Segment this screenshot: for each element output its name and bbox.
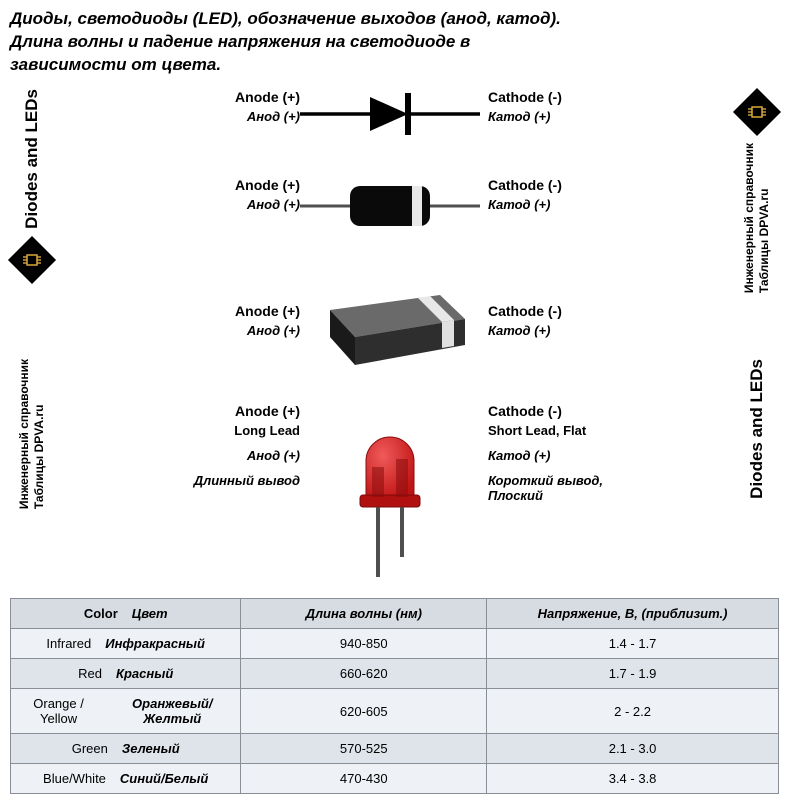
cell-wavelength: 470-430: [241, 764, 487, 794]
sidebar-small-text: Инженерный справочникТаблицы DPVA.ru: [742, 143, 772, 293]
led-color-table: Color Цвет Длина волны (нм) Напряжение, …: [10, 598, 779, 794]
cathode-label-en: Cathode (-): [488, 303, 562, 319]
sidebar-right-lower: Diodes and LEDs: [733, 359, 781, 499]
sidebar-left-lower: Инженерный справочникТаблицы DPVA.ru: [8, 359, 56, 509]
led-symbol: [300, 397, 480, 577]
cathode-label-en: Cathode (-): [488, 177, 562, 193]
sidebar-right-upper: Инженерный справочникТаблицы DPVA.ru: [733, 89, 781, 293]
anode-label-en: Anode (+): [235, 403, 300, 419]
chip-badge-icon: [733, 88, 781, 136]
th-color: Color Цвет: [11, 599, 241, 629]
diode-smd-row: Anode (+) Анод (+) Cathode (-) Катод (+): [120, 275, 680, 375]
cell-color: RedКрасный: [11, 659, 241, 689]
cell-voltage: 2.1 - 3.0: [487, 734, 779, 764]
short-lead-en: Short Lead, Flat: [488, 423, 586, 438]
chip-badge-icon: [8, 236, 56, 284]
table-row: InfraredИнфракрасный940-8501.4 - 1.7: [11, 629, 779, 659]
table-row: Orange / YellowОранжевый/Желтый620-6052 …: [11, 689, 779, 734]
cathode-label-ru: Катод (+): [488, 448, 550, 463]
cell-voltage: 3.4 - 3.8: [487, 764, 779, 794]
anode-label-en: Anode (+): [235, 303, 300, 319]
led-row: Anode (+) Long Lead Анод (+) Длинный выв…: [120, 397, 680, 577]
cell-voltage: 1.7 - 1.9: [487, 659, 779, 689]
cathode-label-ru: Катод (+): [488, 323, 550, 338]
cathode-label-ru: Катод (+): [488, 109, 550, 124]
diode-schematic-row: Anode (+) Анод (+) Cathode (-) Катод (+): [120, 89, 680, 139]
cell-color: Blue/WhiteСиний/Белый: [11, 764, 241, 794]
long-lead-en: Long Lead: [234, 423, 300, 438]
cathode-label-en: Cathode (-): [488, 403, 562, 419]
diagram-area: Diodes and LEDs Инженерный справочникТаб…: [10, 89, 779, 599]
diode-schematic-symbol: [300, 89, 480, 139]
cell-voltage: 1.4 - 1.7: [487, 629, 779, 659]
diode-axial-symbol: [300, 177, 480, 235]
cell-wavelength: 570-525: [241, 734, 487, 764]
table-row: RedКрасный660-6201.7 - 1.9: [11, 659, 779, 689]
anode-label-ru: Анод (+): [247, 448, 300, 463]
diode-axial-row: Anode (+) Анод (+) Cathode (-) Катод (+): [120, 177, 680, 235]
cell-color: GreenЗеленый: [11, 734, 241, 764]
title-line: Длина волны и падение напряжения на свет…: [10, 32, 470, 51]
table-row: GreenЗеленый570-5252.1 - 3.0: [11, 734, 779, 764]
cell-wavelength: 620-605: [241, 689, 487, 734]
title-line: зависимости от цвета.: [10, 55, 221, 74]
sidebar-big-text: Diodes and LEDs: [747, 359, 767, 499]
diode-smd-symbol: [300, 275, 480, 375]
cell-color: Orange / YellowОранжевый/Желтый: [11, 689, 241, 734]
cell-wavelength: 660-620: [241, 659, 487, 689]
sidebar-left-upper: Diodes and LEDs: [8, 89, 56, 283]
anode-label-en: Anode (+): [235, 89, 300, 105]
page-title: Диоды, светодиоды (LED), обозначение вых…: [10, 8, 779, 77]
anode-label-ru: Анод (+): [247, 109, 300, 124]
short-lead-ru: Короткий вывод, Плоский: [488, 473, 660, 503]
sidebar-small-text: Инженерный справочникТаблицы DPVA.ru: [17, 359, 47, 509]
anode-label-en: Anode (+): [235, 177, 300, 193]
anode-label-ru: Анод (+): [247, 197, 300, 212]
anode-label-ru: Анод (+): [247, 323, 300, 338]
cathode-label-en: Cathode (-): [488, 89, 562, 105]
cell-color: InfraredИнфракрасный: [11, 629, 241, 659]
table-row: Blue/WhiteСиний/Белый470-4303.4 - 3.8: [11, 764, 779, 794]
th-wavelength: Длина волны (нм): [241, 599, 487, 629]
long-lead-ru: Длинный вывод: [194, 473, 300, 488]
title-line: Диоды, светодиоды (LED), обозначение вых…: [10, 9, 561, 28]
cell-wavelength: 940-850: [241, 629, 487, 659]
cathode-label-ru: Катод (+): [488, 197, 550, 212]
table-body: InfraredИнфракрасный940-8501.4 - 1.7RedК…: [11, 629, 779, 794]
sidebar-big-text: Diodes and LEDs: [22, 89, 42, 229]
cell-voltage: 2 - 2.2: [487, 689, 779, 734]
th-voltage: Напряжение, В, (приблизит.): [487, 599, 779, 629]
